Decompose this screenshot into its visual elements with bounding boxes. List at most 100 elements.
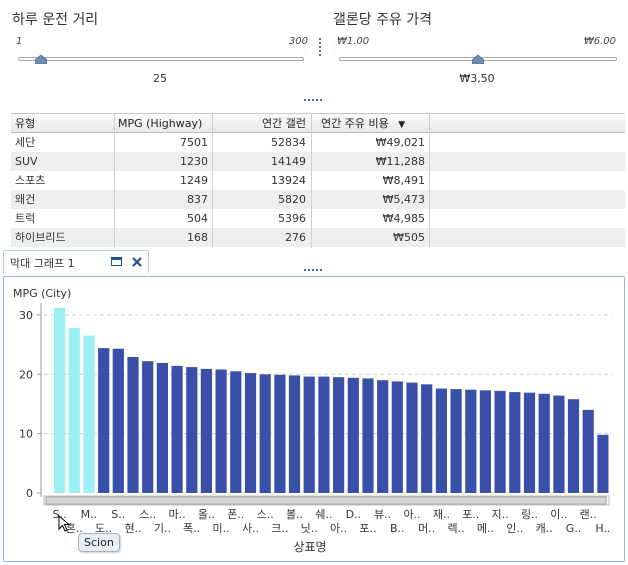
bar[interactable]	[450, 389, 462, 493]
x-tick-label: 포..	[359, 522, 376, 535]
bar[interactable]	[274, 374, 286, 493]
bar[interactable]	[333, 377, 345, 493]
table-cell: ₩11,288	[375, 155, 425, 168]
distance-slider-thumb[interactable]	[34, 55, 47, 64]
x-tick-label: D..	[346, 508, 361, 521]
x-tick-label: 기..	[154, 522, 171, 535]
bar[interactable]	[391, 381, 403, 493]
table-cell: 276	[285, 231, 306, 244]
bar[interactable]	[259, 374, 271, 494]
table-header-row: 유형 MPG (Highway) 연간 갤런 연간 주유 비용 ▼	[11, 114, 625, 133]
x-tick-label: 스..	[139, 508, 156, 521]
table-row[interactable]: SUV 1230 14149 ₩11,288	[11, 152, 625, 171]
price-slider-thumb[interactable]	[472, 55, 484, 64]
bar[interactable]	[494, 390, 506, 493]
bar[interactable]	[288, 375, 301, 493]
x-tick-label: 폭..	[183, 522, 200, 535]
bar[interactable]	[347, 377, 359, 493]
bar[interactable]	[435, 388, 447, 494]
horizontal-splitter-top[interactable]	[304, 99, 322, 102]
x-tick-label: 캐..	[536, 522, 553, 535]
y-tick-label: 20	[19, 368, 33, 381]
bar[interactable]	[553, 395, 565, 493]
table-row[interactable]: 하이브리드 168 276 ₩505	[11, 228, 625, 247]
bar[interactable]	[83, 335, 95, 493]
bar[interactable]	[230, 371, 242, 493]
bar[interactable]	[215, 369, 227, 494]
bar[interactable]	[318, 376, 330, 493]
tab-label: 막대 그래프 1	[10, 257, 75, 270]
bar[interactable]	[186, 367, 198, 493]
bar[interactable]	[244, 373, 257, 493]
bar[interactable]	[142, 361, 154, 493]
bar[interactable]	[112, 348, 124, 493]
bar[interactable]	[567, 399, 580, 493]
bar[interactable]	[68, 327, 80, 493]
y-tick-label: 10	[19, 428, 33, 441]
column-header-annual-gallons[interactable]: 연간 갤런	[262, 117, 306, 130]
x-tick-label: 렉..	[448, 522, 465, 535]
chart-scrollbar-thumb[interactable]	[45, 496, 607, 505]
bar[interactable]	[406, 382, 418, 493]
bar[interactable]	[582, 409, 594, 493]
bar[interactable]	[509, 392, 521, 493]
sort-descending-icon[interactable]: ▼	[398, 120, 406, 130]
x-tick-label: M..	[81, 508, 97, 521]
table-cell: 트럭	[15, 212, 36, 225]
bar-tooltip: Scion	[78, 533, 120, 552]
bar[interactable]	[303, 376, 315, 493]
column-header-annual-fuel-cost[interactable]: 연간 주유 비용 ▼	[311, 114, 429, 133]
bar[interactable]	[362, 378, 374, 493]
vertical-splitter[interactable]	[319, 38, 321, 58]
x-tick-label: 스..	[257, 508, 274, 521]
x-tick-label: 폰..	[227, 508, 244, 521]
bar[interactable]	[597, 434, 609, 493]
x-tick-label: 올..	[198, 508, 215, 521]
maximize-icon[interactable]	[111, 257, 122, 266]
distance-slider-track[interactable]	[18, 57, 304, 61]
price-max-label: ₩6.00	[583, 36, 616, 47]
bar[interactable]	[377, 380, 389, 493]
bar[interactable]	[465, 389, 477, 493]
x-tick-label: 볼..	[286, 508, 303, 521]
table-row[interactable]: 왜건 837 5820 ₩5,473	[11, 190, 625, 209]
x-tick-label: 아..	[330, 522, 347, 535]
table-cell: ₩4,985	[382, 212, 425, 225]
bar[interactable]	[54, 307, 66, 494]
x-axis-title: 상표명	[293, 540, 326, 554]
x-tick-label: 닛..	[301, 522, 318, 535]
price-value: ₩3,50	[459, 72, 495, 85]
x-tick-label: 이..	[550, 508, 567, 521]
x-tick-label: 머..	[418, 522, 435, 535]
x-tick-label: 아..	[403, 508, 420, 521]
x-tick-label: S..	[111, 508, 125, 521]
column-header-type[interactable]: 유형	[15, 117, 36, 130]
bar[interactable]	[479, 390, 491, 493]
table-cell: 왜건	[15, 193, 36, 206]
bar[interactable]	[523, 392, 536, 493]
bar[interactable]	[538, 393, 550, 493]
table-row[interactable]: 스포츠 1249 13924 ₩8,491	[11, 171, 625, 190]
x-tick-label: 미..	[213, 522, 230, 535]
bar[interactable]	[200, 368, 212, 493]
bar[interactable]	[421, 384, 433, 493]
horizontal-splitter-bottom[interactable]	[304, 269, 322, 272]
table-cell: 7501	[180, 136, 208, 149]
table-row[interactable]: 트럭 504 5396 ₩4,985	[11, 209, 625, 228]
close-icon[interactable]	[132, 257, 142, 267]
bar[interactable]	[127, 357, 139, 493]
table-cell: 세단	[15, 136, 36, 149]
tab-bar-chart-1[interactable]: 막대 그래프 1	[3, 250, 149, 273]
table-row[interactable]: 세단 7501 52834 ₩49,021	[11, 133, 625, 152]
table-cell: ₩5,473	[382, 193, 425, 206]
bar[interactable]	[171, 365, 183, 493]
bar[interactable]	[98, 348, 110, 493]
bar[interactable]	[156, 363, 168, 493]
bar-chart: MPG (City) 0 10 20 30 S.. M.. S.. 스.. 마.. 올.. 폰..…	[13, 287, 612, 554]
column-header-annual-fuel-cost-label: 연간 주유 비용	[321, 117, 389, 130]
table-cell: 하이브리드	[15, 231, 66, 244]
x-tick-label: H..	[595, 522, 610, 535]
column-header-mpg-highway[interactable]: MPG (Highway)	[118, 117, 203, 130]
distance-min-label: 1	[16, 36, 23, 47]
x-tick-label: S..	[53, 508, 67, 521]
